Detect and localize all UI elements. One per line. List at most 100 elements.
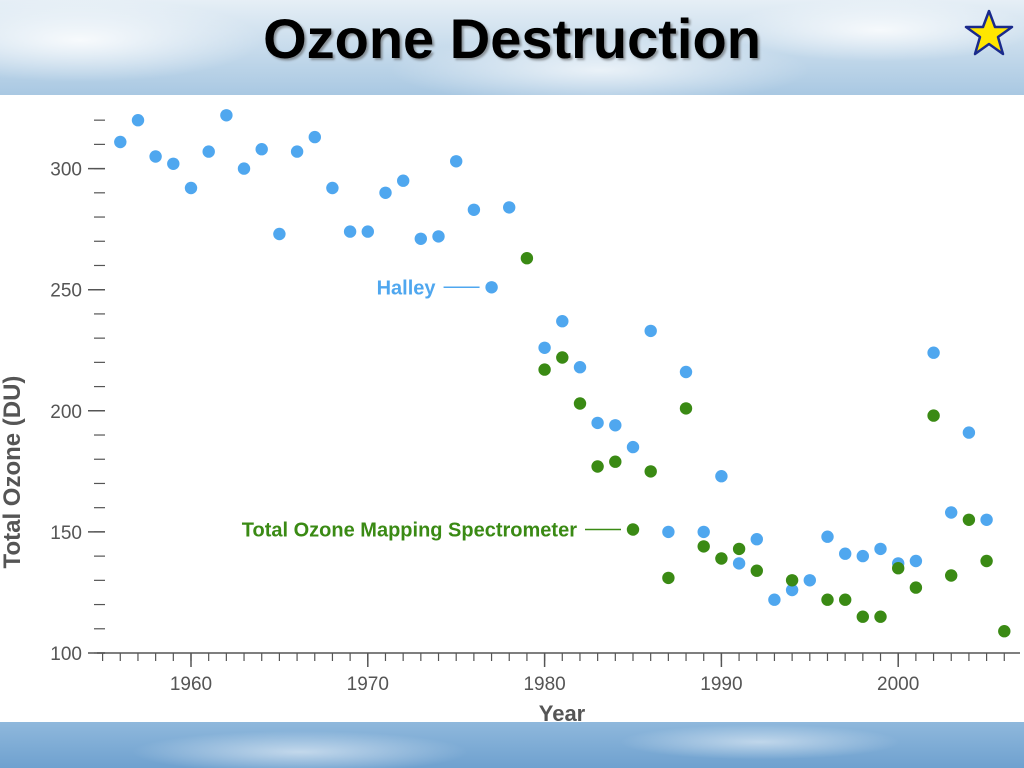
data-point [732, 542, 746, 556]
sky-background-bottom [0, 722, 1024, 768]
x-tick-label: 1990 [700, 674, 742, 695]
y-tick-label: 300 [50, 160, 82, 181]
data-point [927, 346, 940, 359]
data-point [874, 610, 887, 623]
sky-background-top [0, 0, 1024, 95]
data-point [237, 162, 251, 175]
star-shape [964, 9, 1014, 56]
data-point [856, 549, 869, 563]
data-point [538, 341, 551, 354]
data-point [962, 513, 976, 526]
data-point [679, 365, 693, 379]
data-point [785, 574, 799, 587]
x-tick-label: 1970 [347, 674, 389, 695]
data-point [839, 547, 852, 560]
data-point [980, 554, 993, 568]
data-point [732, 557, 746, 570]
data-point [520, 252, 534, 265]
data-point [379, 186, 392, 199]
data-point [821, 593, 834, 606]
data-point [149, 150, 162, 163]
data-point [556, 351, 569, 364]
data-point [573, 361, 587, 374]
data-point [609, 455, 622, 468]
series-toms [520, 252, 1011, 638]
data-point [308, 130, 321, 144]
data-point [414, 232, 427, 245]
data-point [909, 554, 923, 568]
y-tick-label: 250 [50, 281, 82, 302]
data-point [715, 552, 728, 565]
data-point [697, 525, 710, 539]
x-tick-label: 2000 [877, 674, 919, 695]
data-point [432, 230, 445, 243]
data-point [220, 109, 233, 122]
data-point [821, 530, 834, 543]
data-point [202, 145, 215, 158]
data-point [874, 542, 887, 556]
x-tick-label: 1980 [523, 674, 565, 695]
data-point [591, 416, 604, 430]
data-point [131, 114, 145, 127]
data-point [715, 470, 728, 483]
data-point [450, 155, 463, 168]
slide-title: Ozone Destruction [263, 7, 761, 70]
data-point [114, 135, 127, 149]
annotation-label: Halley [377, 277, 437, 299]
data-point [909, 581, 923, 594]
data-point [679, 402, 693, 415]
data-point [255, 143, 268, 156]
data-point [697, 540, 710, 553]
data-point [945, 506, 958, 519]
ozone-scatter-chart: 100 150 200 250 300 1960 1970 1980 1990 2000 Hall… [0, 109, 1020, 722]
data-point [485, 281, 498, 294]
data-point [626, 523, 640, 536]
data-point [397, 174, 410, 187]
data-point [768, 593, 781, 606]
y-tick-label: 100 [50, 644, 82, 665]
data-point [326, 181, 339, 195]
data-point [626, 440, 640, 454]
chart-panel: 100 150 200 250 300 1960 1970 1980 1990 2000 Hall… [0, 95, 1024, 722]
data-point [750, 564, 763, 577]
data-point [839, 593, 852, 606]
data-point [503, 201, 516, 214]
data-point [785, 583, 799, 597]
data-point [184, 181, 198, 195]
data-point [609, 419, 622, 432]
data-point [945, 569, 958, 582]
data-point [750, 533, 763, 546]
data-point [892, 562, 905, 575]
data-point [361, 225, 374, 238]
data-point [343, 225, 357, 238]
data-point [998, 625, 1011, 638]
chart-axes: 100 150 200 250 300 1960 1970 1980 1990 2000 [50, 119, 1020, 695]
data-point [644, 465, 657, 478]
data-point [803, 574, 816, 587]
y-axis-label: Total Ozone (DU) [0, 376, 26, 569]
data-point [290, 145, 304, 158]
data-point [467, 203, 481, 216]
data-point [573, 397, 587, 410]
data-point [927, 409, 940, 422]
data-point [591, 460, 604, 473]
data-point [273, 227, 286, 241]
data-point [538, 363, 551, 376]
data-point [556, 315, 569, 328]
x-axis-label: Year [539, 701, 586, 722]
chart-points [114, 109, 1011, 638]
star-icon [964, 9, 1014, 56]
data-point [662, 525, 675, 539]
data-point [962, 426, 976, 439]
data-point [980, 513, 993, 526]
data-point [644, 324, 657, 338]
y-tick-label: 200 [50, 402, 82, 423]
x-tick-label: 1960 [170, 674, 212, 695]
annotation-label: Total Ozone Mapping Spectrometer [242, 519, 577, 541]
y-tick-label: 150 [50, 523, 82, 544]
data-point [856, 610, 869, 623]
series-halley [114, 109, 993, 606]
data-point [167, 157, 180, 170]
chart-annotations: Halley Total Ozone Mapping Spectrometer [242, 277, 621, 541]
data-point [662, 571, 675, 585]
